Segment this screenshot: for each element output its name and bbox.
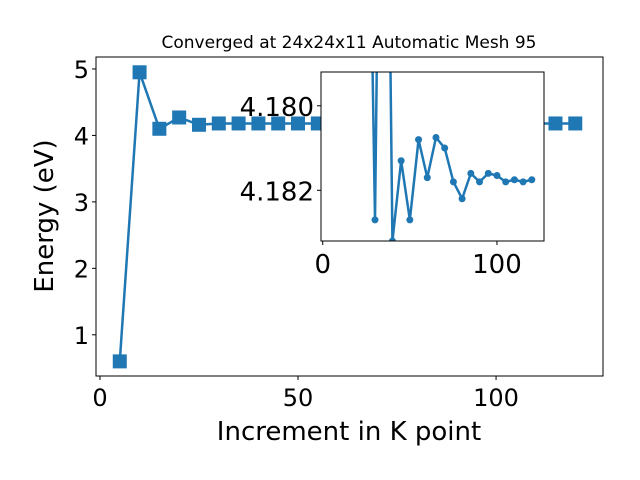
inset-plot-area	[371, 72, 536, 241]
main-y-tick-label: 4	[74, 122, 89, 150]
main-axes-ticks: 0 50 100 1 2 3 4 5	[74, 56, 519, 412]
main-y-tick-label: 5	[74, 56, 89, 84]
main-y-tick-label: 3	[74, 189, 89, 217]
inset-data-point	[493, 172, 501, 180]
main-data-point	[132, 65, 147, 80]
inset-data-point	[415, 136, 423, 144]
inset-axes-ticks: 0 100 4.180 4.182	[240, 93, 522, 280]
main-data-point	[172, 110, 187, 125]
main-x-tick-label: 50	[283, 384, 314, 412]
inset-data-point	[441, 144, 449, 152]
inset-data-point	[397, 157, 405, 165]
main-data-point	[548, 116, 563, 131]
inset-data-point	[449, 178, 457, 186]
inset-data-point	[467, 169, 475, 177]
main-x-tick-label: 0	[92, 384, 107, 412]
main-data-point	[112, 354, 127, 369]
chart-title: Converged at 24x24x11 Automatic Mesh 95	[162, 33, 537, 53]
inset-y-tick-label: 4.182	[240, 177, 314, 207]
inset-data-point	[371, 216, 379, 224]
main-plot-frame	[95, 56, 604, 377]
x-axis-label: Increment in K point	[217, 417, 481, 447]
inset-x-tick-label: 0	[314, 250, 331, 280]
inset-data-point	[423, 174, 431, 182]
inset-data-point	[406, 216, 414, 224]
inset-y-tick-label: 4.180	[240, 93, 314, 123]
inset-data-point	[519, 178, 527, 186]
main-x-tick-label: 100	[473, 384, 519, 412]
inset-data-point	[388, 237, 396, 241]
main-data-point	[291, 116, 306, 131]
main-data-point	[231, 116, 246, 131]
inset-data-point	[458, 195, 466, 203]
inset-plot-frame	[320, 71, 545, 242]
inset-data-point	[432, 133, 440, 141]
inset-x-tick-label: 100	[472, 250, 522, 280]
main-data-point	[191, 117, 206, 132]
main-data-point	[271, 116, 286, 131]
inset-data-point	[502, 178, 510, 186]
main-y-tick-label: 2	[74, 255, 89, 283]
main-data-point	[568, 116, 583, 131]
y-axis-label: Energy (eV)	[30, 139, 60, 292]
inset-data-point	[476, 178, 484, 186]
main-y-tick-label: 1	[74, 322, 89, 350]
inset-data-point	[510, 176, 518, 184]
main-data-point	[211, 116, 226, 131]
main-data-point	[152, 121, 167, 136]
inset-data-point	[484, 169, 492, 177]
inset-data-point	[528, 176, 536, 184]
main-data-point	[251, 116, 266, 131]
